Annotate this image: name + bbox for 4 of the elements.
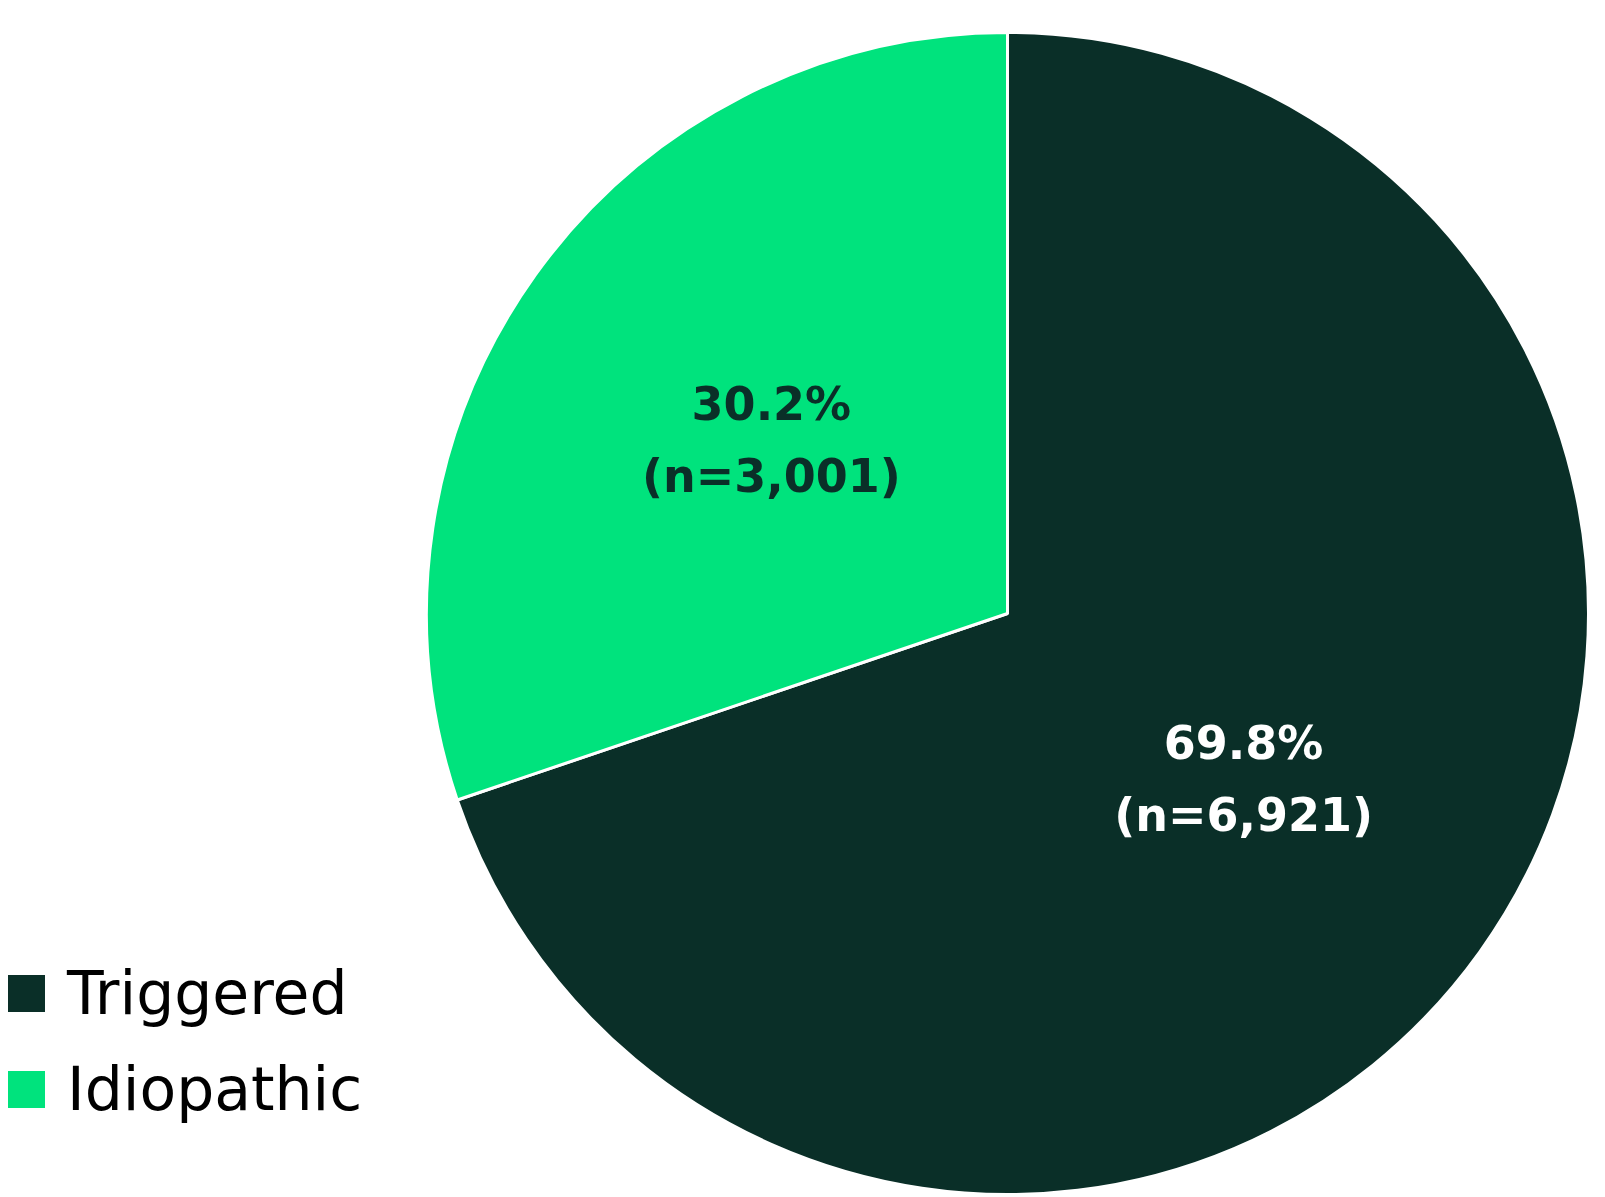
legend-label: Idiopathic xyxy=(67,1054,363,1124)
legend-label: Triggered xyxy=(67,958,348,1028)
data-label: 30.2% (n=3,001) xyxy=(641,377,901,504)
data-label: 69.8% (n=6,921) xyxy=(1114,715,1374,842)
